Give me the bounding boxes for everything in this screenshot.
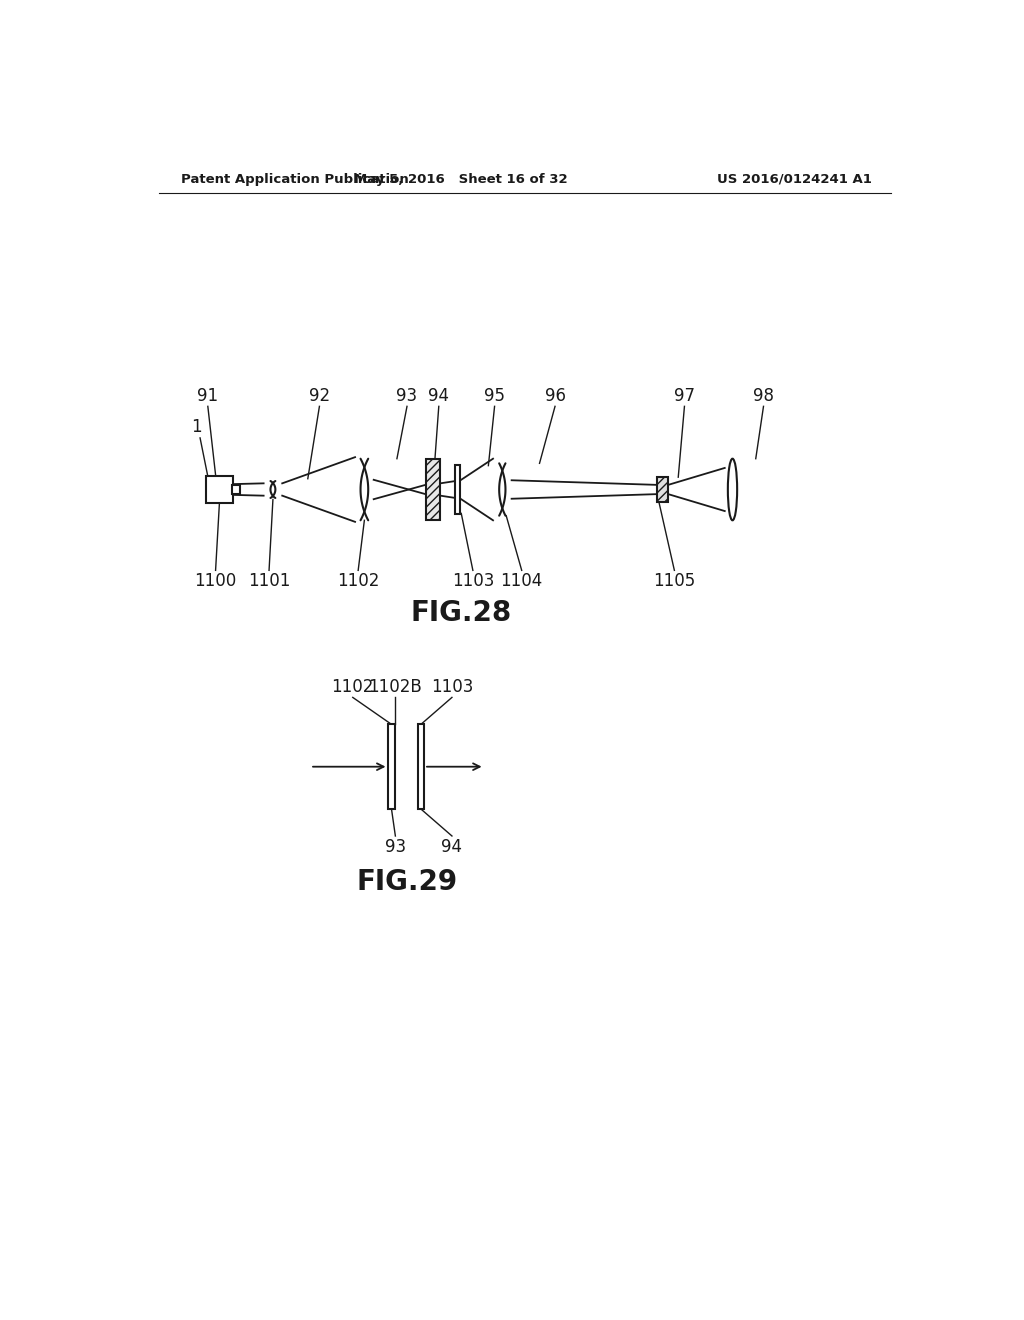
Text: 1100: 1100	[195, 572, 237, 590]
Text: 95: 95	[484, 387, 505, 405]
Text: 1: 1	[190, 417, 202, 436]
Bar	[206, 477, 232, 503]
Bar	[657, 478, 669, 502]
Ellipse shape	[728, 459, 737, 520]
Text: 1104: 1104	[501, 572, 543, 590]
Text: 94: 94	[428, 387, 450, 405]
Text: 1101: 1101	[248, 572, 290, 590]
Text: FIG.29: FIG.29	[356, 869, 458, 896]
Text: 97: 97	[674, 387, 695, 405]
Bar	[418, 725, 424, 809]
Bar	[231, 484, 240, 494]
Text: 1102: 1102	[332, 678, 374, 696]
Text: 1102B: 1102B	[369, 678, 422, 696]
Text: 1105: 1105	[653, 572, 695, 590]
Text: 91: 91	[198, 387, 218, 405]
Bar	[455, 465, 460, 513]
Text: 93: 93	[385, 838, 406, 855]
Text: 1103: 1103	[452, 572, 494, 590]
Text: 92: 92	[309, 387, 330, 405]
Bar	[426, 459, 439, 520]
Text: 98: 98	[753, 387, 774, 405]
Text: US 2016/0124241 A1: US 2016/0124241 A1	[717, 173, 872, 186]
Text: 1103: 1103	[431, 678, 473, 696]
Text: May 5, 2016   Sheet 16 of 32: May 5, 2016 Sheet 16 of 32	[354, 173, 568, 186]
Text: 96: 96	[545, 387, 565, 405]
Bar	[388, 725, 394, 809]
Text: FIG.28: FIG.28	[411, 599, 512, 627]
Text: 94: 94	[441, 838, 463, 855]
Text: 93: 93	[396, 387, 418, 405]
Text: Patent Application Publication: Patent Application Publication	[180, 173, 409, 186]
Text: 1102: 1102	[337, 572, 379, 590]
